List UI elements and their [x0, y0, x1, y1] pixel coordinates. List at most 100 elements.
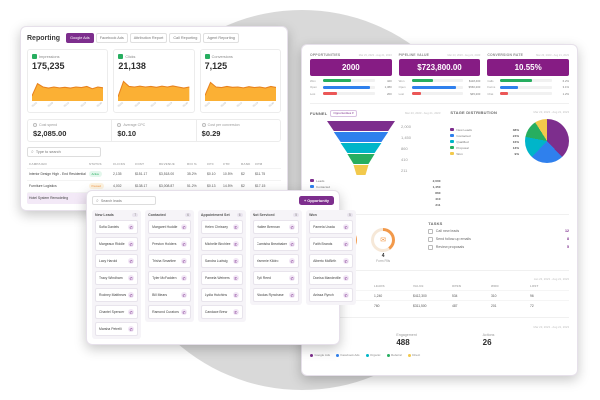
phone-icon[interactable]: ✆: [180, 258, 187, 264]
lead-name: Michelle Birchlee: [204, 242, 231, 246]
lead-card[interactable]: Alberto McBirth ✆: [309, 254, 353, 268]
phone-icon[interactable]: ✆: [289, 258, 296, 264]
board-column-new-leads: New Leads 7 Sofia Daniels ✆ Margeaux Riddle ✆…: [92, 210, 142, 339]
phone-icon[interactable]: ✆: [180, 309, 187, 315]
task-checkbox[interactable]: [428, 229, 433, 234]
phone-icon[interactable]: ✆: [232, 292, 239, 298]
phone-icon[interactable]: ✆: [342, 275, 349, 281]
column-header: LEADS: [374, 283, 385, 288]
search-input[interactable]: [35, 149, 97, 154]
lead-card[interactable]: Preston Holders ✆: [148, 237, 191, 251]
lead-card[interactable]: Tyler McFadden ✆: [148, 271, 191, 285]
phone-icon[interactable]: ✆: [128, 224, 135, 230]
lead-name: Trisha Smartlee: [152, 259, 176, 263]
table-row[interactable]: Furniture Logistics Paused 4,002 $138.17 $3,…: [27, 179, 281, 192]
lead-card[interactable]: Tracy Windham ✆: [95, 271, 139, 285]
legend-dot: [407, 353, 411, 357]
task-row[interactable]: Call new leads 12: [428, 229, 569, 234]
lead-card[interactable]: Sandra Ludwig ✆: [200, 254, 243, 268]
lead-card[interactable]: Bill Mears ✆: [148, 288, 191, 302]
stat-cost-spend: Cost spend $2,085.00: [28, 120, 113, 141]
sparkline-chart: [118, 80, 190, 101]
tab-agent-reporting[interactable]: Agent Reporting: [203, 33, 239, 43]
lead-card[interactable]: Sofia Daniels ✆: [95, 220, 139, 234]
lead-card[interactable]: Rodney Matthews ✆: [95, 288, 139, 302]
phone-icon[interactable]: ✆: [232, 309, 239, 315]
phone-icon[interactable]: ✆: [289, 292, 296, 298]
lead-card[interactable]: Chantel Spencer ✆: [95, 305, 139, 319]
phone-icon[interactable]: ✆: [180, 241, 187, 247]
lead-card[interactable]: Michelle Birchlee ✆: [200, 237, 243, 251]
lead-name: Tracy Windham: [99, 276, 123, 280]
bar-fill: [323, 79, 352, 82]
tab-call-reporting[interactable]: Call Reporting: [169, 33, 202, 43]
phone-icon[interactable]: ✆: [342, 258, 349, 264]
lead-card[interactable]: Margaret Huddle ✆: [148, 220, 191, 234]
phone-icon[interactable]: ✆: [342, 241, 349, 247]
axis-tick: 05/02: [117, 101, 125, 108]
cell: 1,240: [374, 293, 383, 298]
phone-icon[interactable]: ✆: [232, 275, 239, 281]
lead-card[interactable]: Marsha Petrelli ✆: [95, 322, 139, 336]
phone-icon[interactable]: ✆: [289, 275, 296, 281]
funnel-legend-contacted: Contacted 1,450: [310, 185, 440, 189]
legend-label: Proposal: [456, 145, 469, 150]
phone-icon[interactable]: ✆: [128, 258, 135, 264]
lead-card[interactable]: Pamela Urada ✆: [309, 220, 353, 234]
lead-card[interactable]: Camisha Brewbaker ✆: [252, 237, 300, 251]
task-checkbox[interactable]: [428, 245, 433, 250]
add-opportunity-button[interactable]: + Opportunity: [299, 196, 334, 205]
table-row[interactable]: Interior Design High - End Residential Ac…: [27, 167, 281, 180]
cell: $2: [241, 184, 245, 188]
phone-icon[interactable]: ✆: [289, 241, 296, 247]
lead-card[interactable]: Faith Brands ✆: [309, 237, 353, 251]
lead-card[interactable]: Ramond Curators ✆: [148, 305, 191, 319]
board-search-input[interactable]: [100, 198, 152, 203]
lead-card[interactable]: Yammie Kildro ✆: [252, 254, 300, 268]
legend-value: 211: [435, 202, 441, 207]
tab-attribution-report[interactable]: Attribution Report: [129, 33, 168, 43]
phone-icon[interactable]: ✆: [232, 224, 239, 230]
cell: $17.15: [255, 184, 266, 188]
phone-icon[interactable]: ✆: [232, 241, 239, 247]
funnel-segment-contacted: [334, 131, 389, 142]
phone-icon[interactable]: ✆: [180, 292, 187, 298]
lead-card[interactable]: Anissa Rynch ✆: [309, 288, 353, 302]
phone-icon[interactable]: ✆: [128, 275, 135, 281]
funnel-filter-dropdown[interactable]: Opportunities ▾: [330, 109, 357, 117]
tab-facebook-ads[interactable]: Facebook Ads: [95, 33, 128, 43]
phone-icon[interactable]: ✆: [128, 292, 135, 298]
lead-card[interactable]: Lacy Harold ✆: [95, 254, 139, 268]
phone-icon[interactable]: ✆: [180, 275, 187, 281]
tab-google-ads[interactable]: Google Ads: [66, 33, 94, 43]
bar-value: 3.1%: [562, 85, 570, 89]
lead-card[interactable]: Candace Brew ✆: [200, 305, 243, 319]
lead-card[interactable]: Hailee Brennan ✆: [252, 220, 300, 234]
cell: $3,008.87: [159, 184, 175, 188]
lead-card[interactable]: Helen Chrissey ✆: [200, 220, 243, 234]
phone-icon[interactable]: ✆: [232, 258, 239, 264]
lead-card[interactable]: Lydia Hutchins ✆: [200, 288, 243, 302]
table-search[interactable]: ⌕: [27, 146, 101, 157]
task-row[interactable]: Review proposals 5: [428, 245, 569, 250]
lead-card[interactable]: Donisa Mandeville ✆: [309, 271, 353, 285]
bar-fill: [411, 85, 456, 89]
phone-icon[interactable]: ✆: [128, 309, 135, 315]
bar-fill: [411, 79, 434, 82]
task-checkbox[interactable]: [428, 237, 433, 242]
phone-icon[interactable]: ✆: [342, 292, 349, 298]
board-search[interactable]: ⌕: [92, 196, 156, 205]
phone-icon[interactable]: ✆: [180, 224, 187, 230]
bar-label: Lost: [398, 91, 404, 96]
phone-icon[interactable]: ✆: [342, 224, 349, 230]
phone-icon[interactable]: ✆: [289, 224, 296, 230]
phone-icon[interactable]: ✆: [128, 326, 135, 332]
task-row[interactable]: Send follow-up emails 8: [428, 237, 569, 242]
lead-card[interactable]: Margeaux Riddle ✆: [95, 237, 139, 251]
lead-card[interactable]: Trisha Smartlee ✆: [148, 254, 191, 268]
lead-card[interactable]: Nicolas Rynchase ✆: [252, 288, 300, 302]
date-range: Mar 23, 2023 - Aug 21, 2023: [447, 54, 481, 57]
lead-card[interactable]: Pamela Weiners ✆: [200, 271, 243, 285]
phone-icon[interactable]: ✆: [128, 241, 135, 247]
lead-card[interactable]: Tyti Reed ✆: [252, 271, 300, 285]
